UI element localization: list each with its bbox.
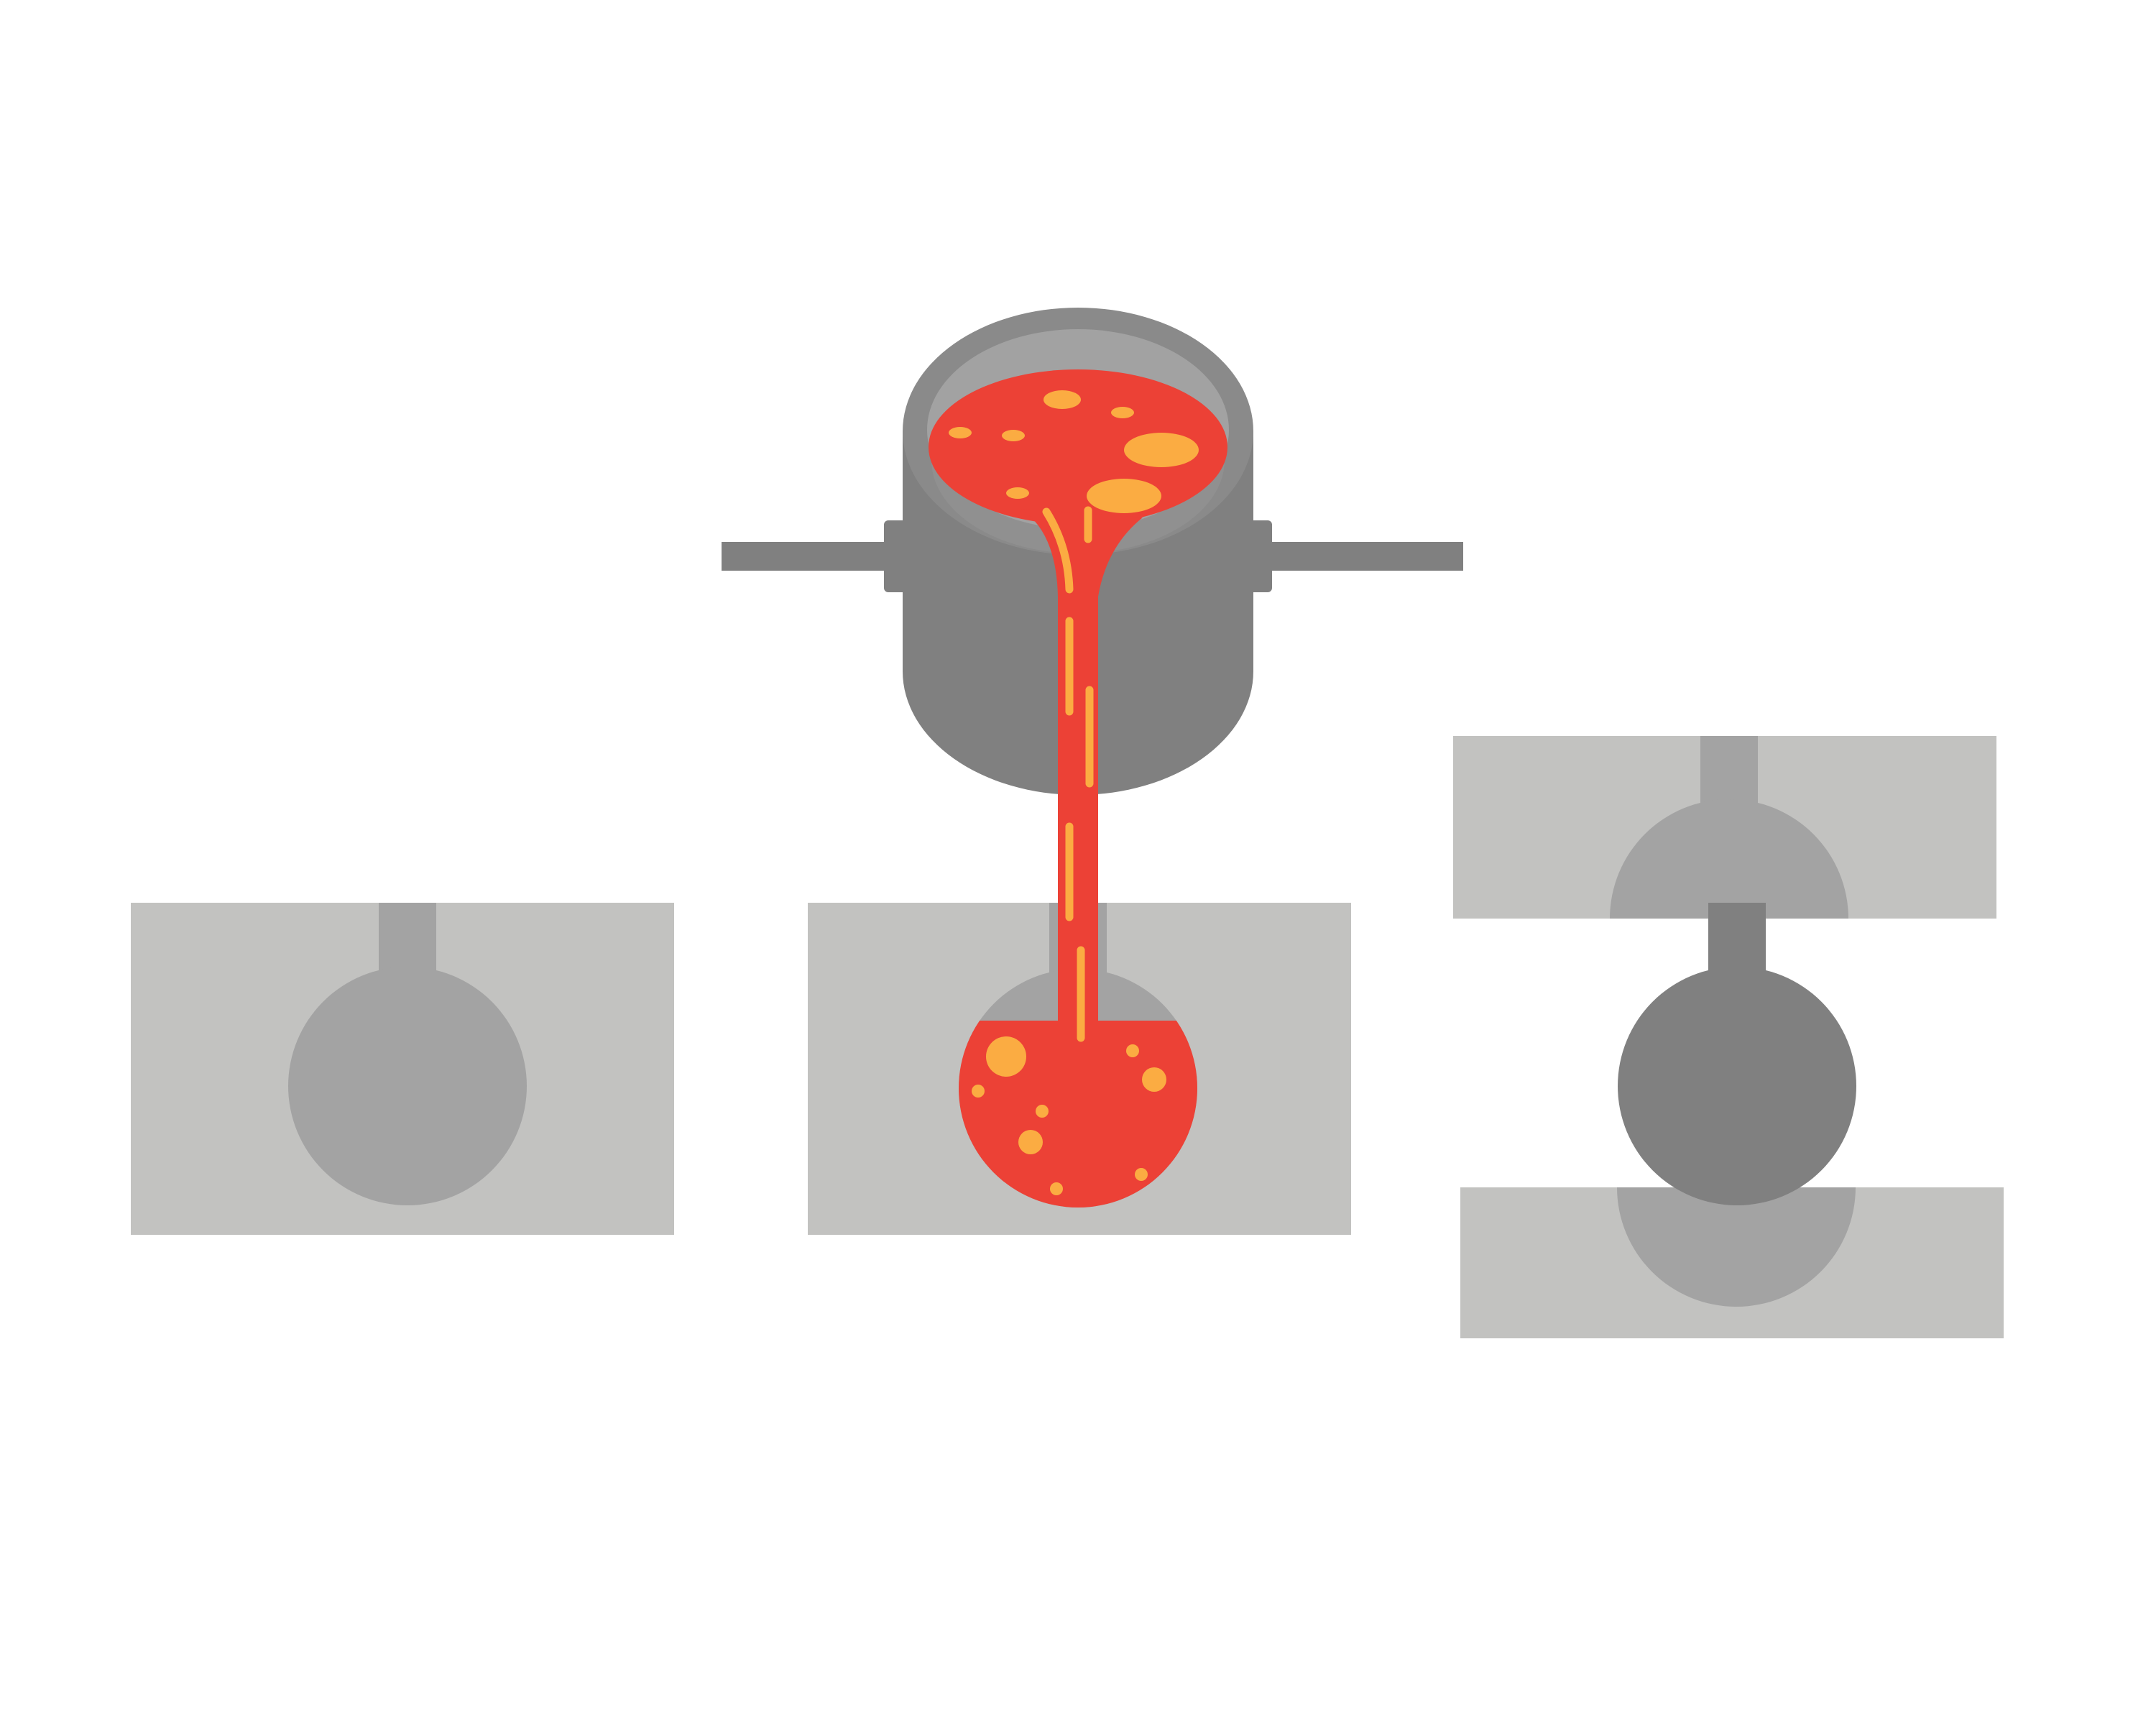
lower-cavity-half xyxy=(1617,1187,1856,1307)
stream-streaks xyxy=(1042,506,1094,1042)
spherical-cavity xyxy=(288,967,527,1205)
molten-metal-stream xyxy=(1021,509,1143,1021)
upper-sprue-channel xyxy=(1700,736,1758,808)
ladle-support-bar-left xyxy=(722,542,901,571)
empty-mold xyxy=(131,903,674,1235)
sprue-channel xyxy=(379,903,436,975)
ladle-support-bar-right xyxy=(1262,542,1463,571)
ladle-pivot-left xyxy=(884,520,908,592)
solid-casting-sphere xyxy=(1618,967,1856,1205)
pouring-stage xyxy=(722,308,1463,1235)
ladle-pivot-right xyxy=(1248,520,1272,592)
upper-cavity-half xyxy=(1610,799,1848,919)
opened-mold xyxy=(1453,736,2004,1338)
cavity-bubbles xyxy=(972,1036,1166,1195)
surface-bubbles xyxy=(949,390,1199,513)
ladle-inner-wall xyxy=(931,430,1225,553)
